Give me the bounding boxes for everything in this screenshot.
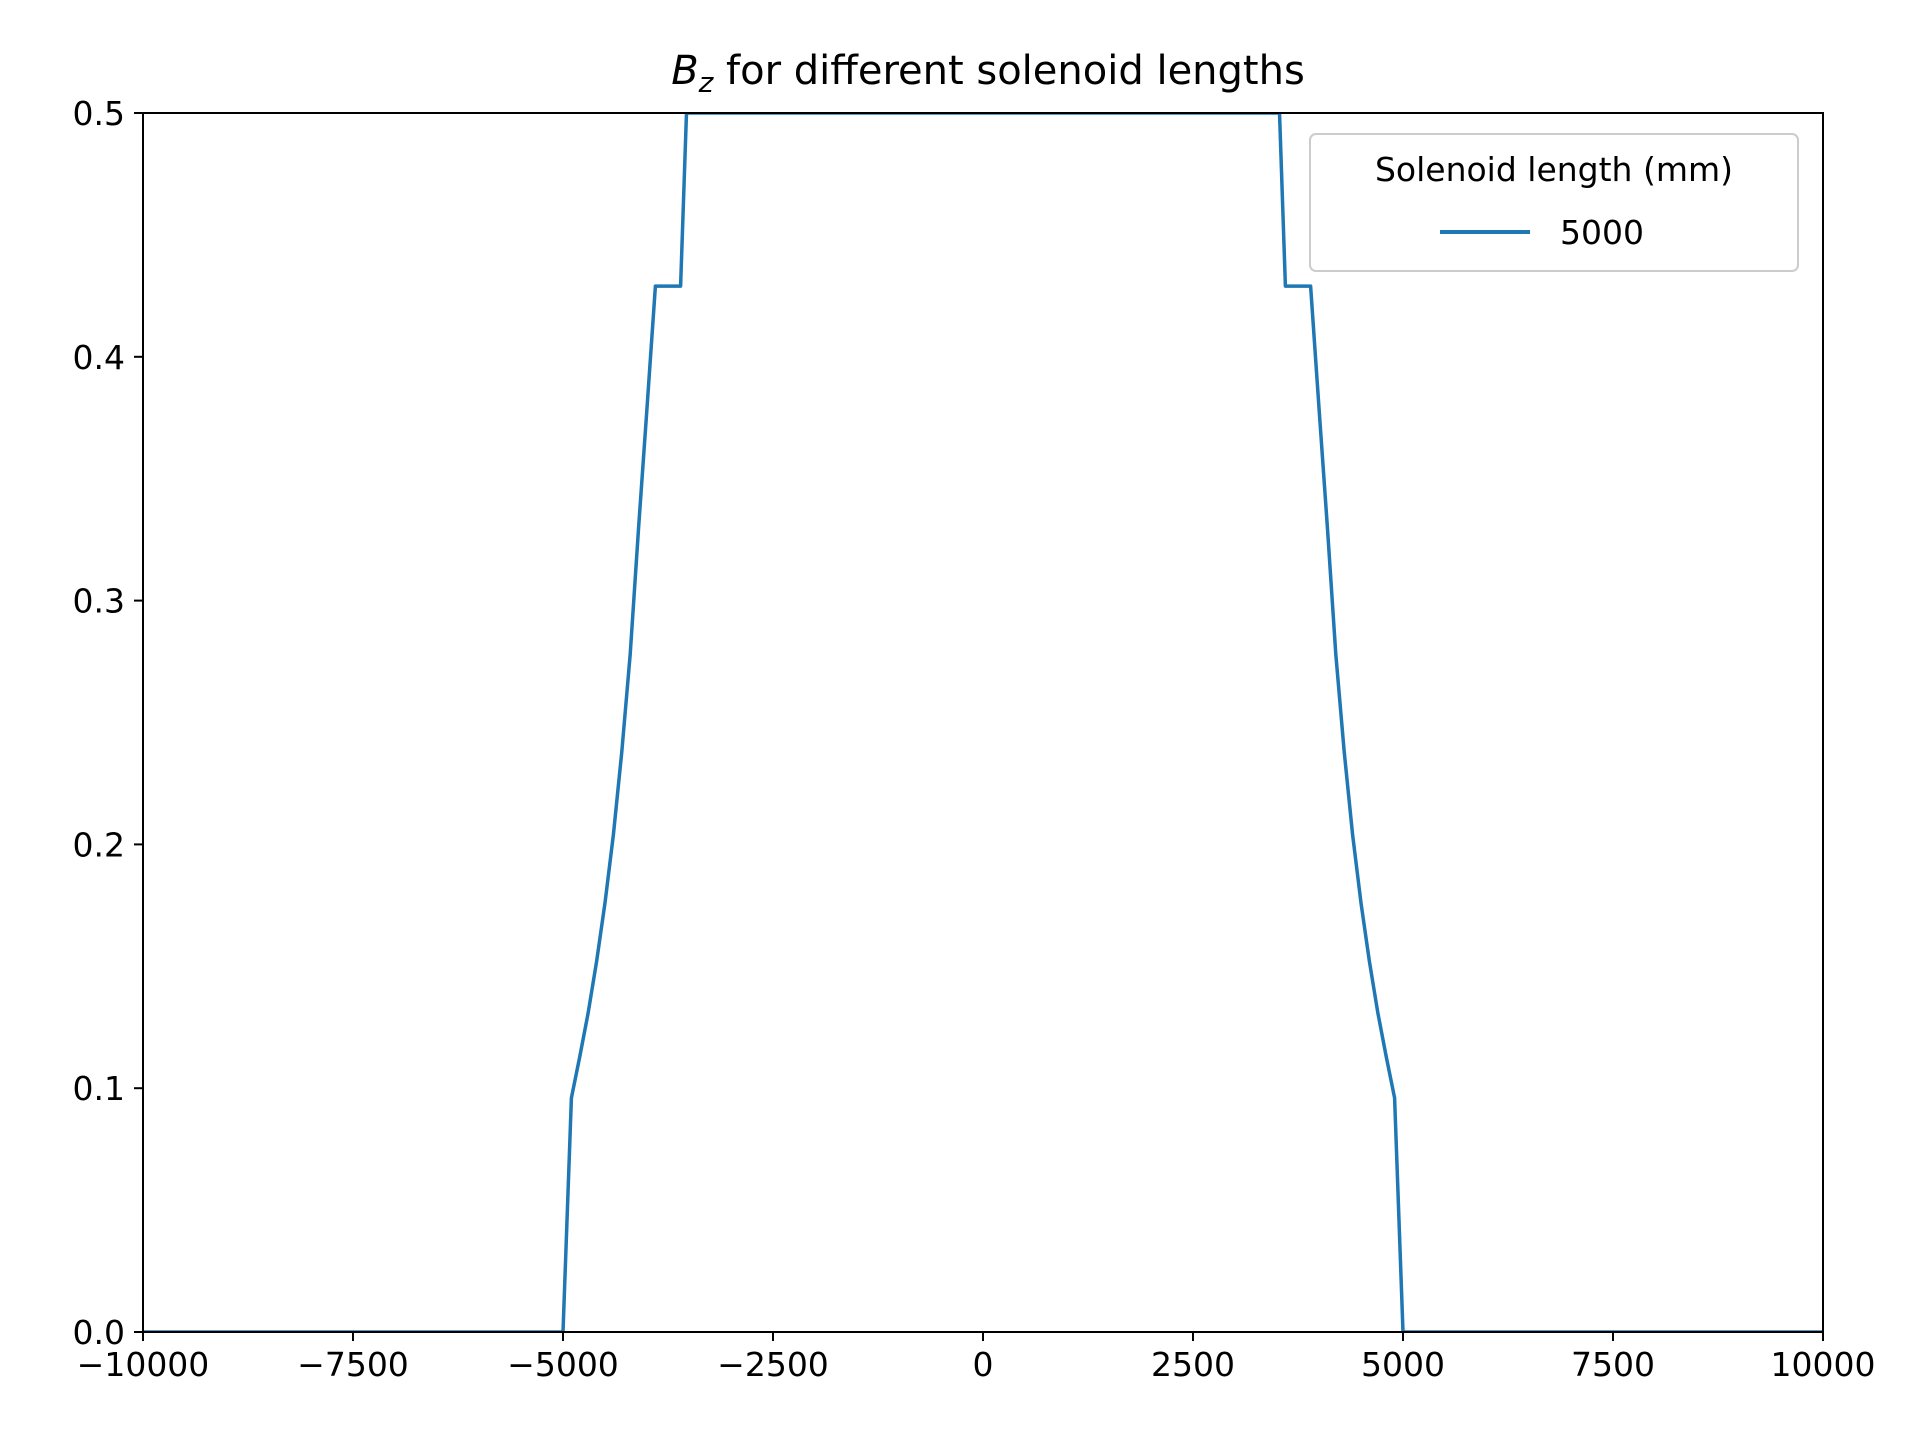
x-tick-label: 10000	[1771, 1345, 1876, 1384]
y-tick-label: 0.2	[73, 825, 125, 864]
legend-label-5000: 5000	[1560, 213, 1644, 252]
title-text: for different solenoid lengths	[713, 48, 1304, 94]
y-tick-label: 0.4	[73, 338, 125, 377]
x-axis: −10000 −7500 −5000 −2500 0 2500 5000 7500 10000	[77, 1332, 1876, 1384]
legend-title: Solenoid length (mm)	[1375, 150, 1733, 189]
title-subscript: z	[698, 66, 715, 99]
y-tick-label: 0.5	[73, 94, 125, 133]
x-tick-label: 5000	[1361, 1345, 1445, 1384]
chart-title: Bz for different solenoid lengths	[671, 48, 1305, 99]
x-tick-label: −2500	[717, 1345, 829, 1384]
legend-box	[1309, 133, 1799, 272]
x-tick-label: 7500	[1571, 1345, 1655, 1384]
x-tick-label: −10000	[77, 1345, 210, 1384]
series-line-5000	[143, 113, 1823, 1332]
y-tick-label: 0.0	[73, 1313, 125, 1352]
x-tick-label: 2500	[1151, 1345, 1235, 1384]
x-tick-label: −5000	[507, 1345, 619, 1384]
x-tick-label: 0	[973, 1345, 994, 1384]
x-tick-label: −7500	[297, 1345, 409, 1384]
y-tick-label: 0.1	[73, 1069, 125, 1108]
y-tick-label: 0.3	[73, 582, 125, 621]
title-symbol: B	[671, 48, 698, 94]
y-axis: 0.0 0.1 0.2 0.3 0.4 0.5	[73, 94, 143, 1352]
series-layer	[143, 113, 1823, 1332]
legend: Solenoid length (mm) 5000	[1309, 133, 1799, 272]
